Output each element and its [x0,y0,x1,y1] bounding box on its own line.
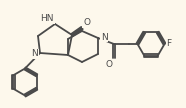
Text: HN: HN [41,14,54,23]
Text: F: F [166,40,172,48]
Text: O: O [83,18,90,27]
Text: O: O [105,60,112,69]
Text: N: N [101,33,108,41]
Text: N: N [31,49,38,59]
